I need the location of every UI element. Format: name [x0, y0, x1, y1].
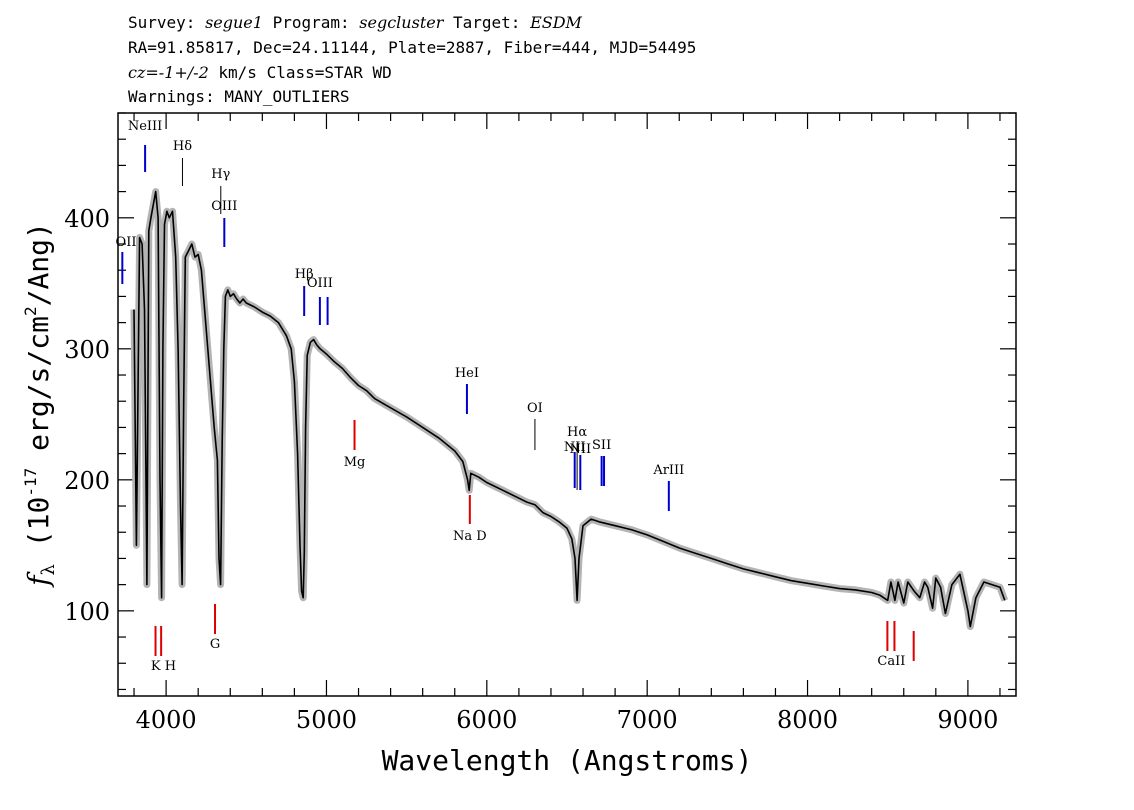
cz-value: -1+/-2 [158, 63, 209, 82]
chart-header-line-3: cz=-1+/-2 km/s Class=STAR WD [128, 62, 392, 83]
x-tick-label: 7000 [617, 706, 678, 734]
flux-line [133, 190, 1006, 628]
line-marker-label: OII [116, 235, 137, 250]
line-marker-label: CaII [877, 654, 905, 669]
line-marker-label: Hα [567, 425, 587, 440]
line-marker-label: Hγ [211, 167, 230, 182]
y-tick-label: 400 [64, 205, 110, 233]
line-marker-label: NII [564, 440, 586, 455]
line-marker-label: K H [151, 659, 176, 674]
line-marker-label: Hδ [173, 139, 192, 154]
y-tick-labels: 100 200 300 400 [64, 205, 110, 626]
y-tick-label: 300 [64, 336, 110, 364]
x-tick-label: 6000 [456, 706, 517, 734]
x-tick-label: 8000 [777, 706, 838, 734]
chart-header-line-2: RA=91.85817, Dec=24.11144, Plate=2887, F… [128, 38, 697, 57]
target-value: ESDM [530, 13, 582, 32]
y-tick-label: 100 [64, 598, 110, 626]
line-marker-label: ArIII [652, 463, 684, 478]
x-tick-labels: 4000 5000 6000 7000 8000 9000 [136, 706, 999, 734]
program-label: Program: [272, 13, 350, 32]
line-marker-label: NII [569, 442, 591, 457]
line-marker-label: OI [527, 401, 543, 416]
x-tick-label: 5000 [296, 706, 357, 734]
major-ticks [118, 113, 1016, 696]
chart-header-warnings: Warnings: MANY_OUTLIERS [128, 87, 350, 106]
cz-units: km/s Class=STAR WD [208, 63, 392, 82]
x-tick-label: 4000 [136, 706, 197, 734]
error-band [130, 188, 1009, 631]
survey-value: segue1 [205, 13, 263, 32]
x-tick-label: 9000 [937, 706, 998, 734]
line-marker-label: OIII [211, 199, 237, 214]
line-marker-label: SII [592, 438, 611, 453]
chart-header-line-1: Survey: segue1 Program: segcluster Targe… [128, 12, 582, 33]
line-marker-label: HeI [455, 366, 479, 381]
line-marker-label: Na D [453, 529, 487, 544]
y-tick-label: 200 [64, 467, 110, 495]
cz-label: cz= [128, 63, 159, 82]
plot-frame [117, 112, 1017, 697]
line-marker-label: NeIII [128, 119, 162, 134]
target-label: Target: [453, 13, 521, 32]
x-axis-title: Wavelength (Angstroms) [382, 744, 753, 777]
survey-label: Survey: [128, 13, 196, 32]
y-axis-title: fλ (10-17 erg/s/cm2/Ang) [21, 222, 59, 588]
line-marker-label: OIII [307, 276, 333, 291]
line-marker-label: Hβ [295, 267, 314, 282]
line-marker-label: G [210, 637, 220, 652]
program-value: segcluster [359, 13, 444, 32]
minor-ticks [118, 112, 1016, 696]
line-marker-label: Mg [344, 455, 366, 470]
